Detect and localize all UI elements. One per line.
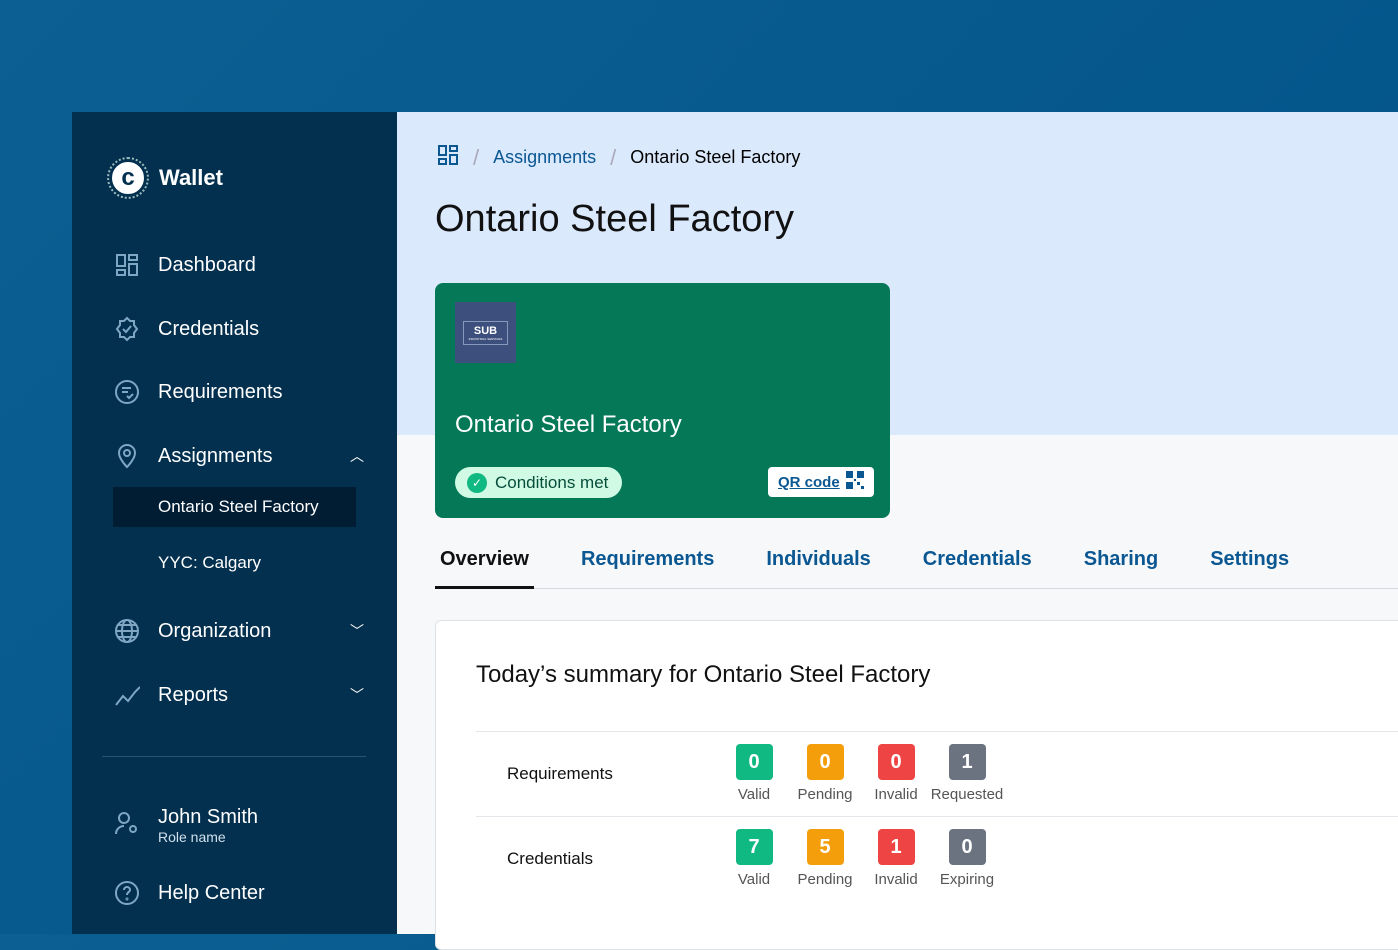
stat-label: Requested	[930, 786, 1004, 803]
divider	[102, 756, 366, 757]
assignment-card: SUB INDUSTRIAL SERVICES Ontario Steel Fac…	[435, 283, 890, 518]
stat[interactable]: 1 Invalid	[856, 829, 936, 888]
label: Dashboard	[158, 253, 256, 276]
label: Reports	[158, 683, 229, 706]
label: Assignments	[158, 444, 273, 467]
tab-individuals[interactable]: Individuals	[766, 548, 871, 570]
qr-code-button[interactable]: QR code	[768, 467, 874, 497]
label: Organization	[158, 619, 272, 642]
checklist-icon	[114, 379, 140, 405]
stat-label: Pending	[797, 786, 853, 803]
tabs: Overview Requirements Individuals Creden…	[435, 542, 1398, 589]
breadcrumb-assignments[interactable]: Assignments	[493, 147, 597, 167]
row-label: Credentials	[507, 849, 593, 868]
stat[interactable]: 1 Requested	[927, 744, 1007, 803]
sidebar-item-organization[interactable]: Organization ﹀	[114, 618, 364, 644]
wallet-logo-icon: c	[107, 157, 149, 199]
label: Credentials	[158, 317, 260, 340]
stat-value: 1	[948, 744, 986, 780]
breadcrumb-current: Ontario Steel Factory	[630, 147, 801, 167]
card-title: Ontario Steel Factory	[455, 411, 682, 438]
stat[interactable]: 0 Valid	[714, 744, 794, 803]
stat-value: 7	[735, 829, 773, 865]
summary-title: Today’s summary for Ontario Steel Factor…	[476, 661, 931, 688]
main-content: / Assignments / Ontario Steel Factory On…	[397, 112, 1398, 950]
stat[interactable]: 0 Expiring	[927, 829, 1007, 888]
tab-requirements[interactable]: Requirements	[580, 548, 715, 570]
home-grid-icon[interactable]	[437, 144, 459, 171]
map-pin-icon	[114, 443, 140, 469]
stat-label: Valid	[737, 871, 771, 888]
sidebar-item-assignments[interactable]: Assignments ︿	[114, 443, 364, 469]
sidebar-item-credentials[interactable]: Credentials	[114, 316, 364, 342]
user-role: Role name	[158, 829, 226, 845]
stat-value: 0	[877, 744, 915, 780]
stat-label: Invalid	[874, 786, 918, 803]
tab-overview[interactable]: Overview	[435, 542, 534, 589]
summary-panel: Today’s summary for Ontario Steel Factor…	[435, 620, 1398, 950]
chart-line-icon	[114, 682, 140, 708]
help-circle-icon	[114, 880, 140, 906]
dashboard-icon	[114, 252, 140, 278]
brand-name: Wallet	[159, 165, 223, 190]
stat-label: Pending	[797, 871, 853, 888]
brand[interactable]: c Wallet	[107, 157, 223, 199]
stat[interactable]: 5 Pending	[785, 829, 865, 888]
separator: /	[610, 144, 617, 170]
user-profile[interactable]: John Smith Role name	[114, 806, 258, 845]
stat-value: 5	[806, 829, 844, 865]
chevron-up-icon[interactable]: ︿	[350, 448, 364, 464]
globe-icon	[114, 618, 140, 644]
check-circle-icon: ✓	[467, 472, 487, 493]
user-name: John Smith	[158, 806, 259, 828]
help-center-link[interactable]: Help Center	[114, 880, 364, 906]
badge-check-icon	[114, 316, 140, 342]
breadcrumb: / Assignments / Ontario Steel Factory	[437, 144, 800, 171]
tab-sharing[interactable]: Sharing	[1083, 548, 1159, 570]
stat-label: Invalid	[874, 871, 918, 888]
stat[interactable]: 0 Pending	[785, 744, 865, 803]
row-label: Requirements	[507, 764, 613, 783]
stat[interactable]: 0 Invalid	[856, 744, 936, 803]
stat-value: 0	[948, 829, 986, 865]
label: Requirements	[158, 380, 283, 403]
tab-credentials[interactable]: Credentials	[922, 548, 1032, 570]
status-badge: ✓ Conditions met	[455, 467, 623, 498]
separator: /	[473, 144, 480, 170]
sidebar-subitem-yyc-calgary[interactable]: YYC: Calgary	[158, 553, 261, 572]
label: Help Center	[158, 881, 265, 904]
tab-settings[interactable]: Settings	[1210, 548, 1290, 570]
page-title: Ontario Steel Factory	[435, 198, 795, 240]
stat-label: Expiring	[939, 871, 995, 888]
sidebar-subitem-ontario-steel-factory[interactable]: Ontario Steel Factory	[113, 487, 356, 527]
sidebar-item-requirements[interactable]: Requirements	[114, 379, 364, 405]
qr-code-icon	[845, 471, 864, 493]
stat-value: 0	[806, 744, 844, 780]
chevron-down-icon[interactable]: ﹀	[350, 623, 364, 639]
sidebar: c Wallet Dashboard Credentials Requiremen…	[72, 112, 397, 934]
sidebar-item-reports[interactable]: Reports ﹀	[114, 682, 364, 708]
summary-row: Requirements 0 Valid 0 Pending 0 Invalid 1 Reque…	[476, 731, 1398, 816]
stat[interactable]: 7 Valid	[714, 829, 794, 888]
summary-row: Credentials 7 Valid 5 Pending 1 Invalid 0 Expiri…	[476, 816, 1398, 901]
stat-label: Valid	[737, 786, 771, 803]
chevron-down-icon[interactable]: ﹀	[350, 687, 364, 703]
company-logo: SUB INDUSTRIAL SERVICES	[455, 302, 516, 363]
user-settings-icon	[114, 810, 140, 841]
stat-value: 1	[877, 829, 915, 865]
stat-value: 0	[735, 744, 773, 780]
sidebar-item-dashboard[interactable]: Dashboard	[114, 252, 364, 278]
